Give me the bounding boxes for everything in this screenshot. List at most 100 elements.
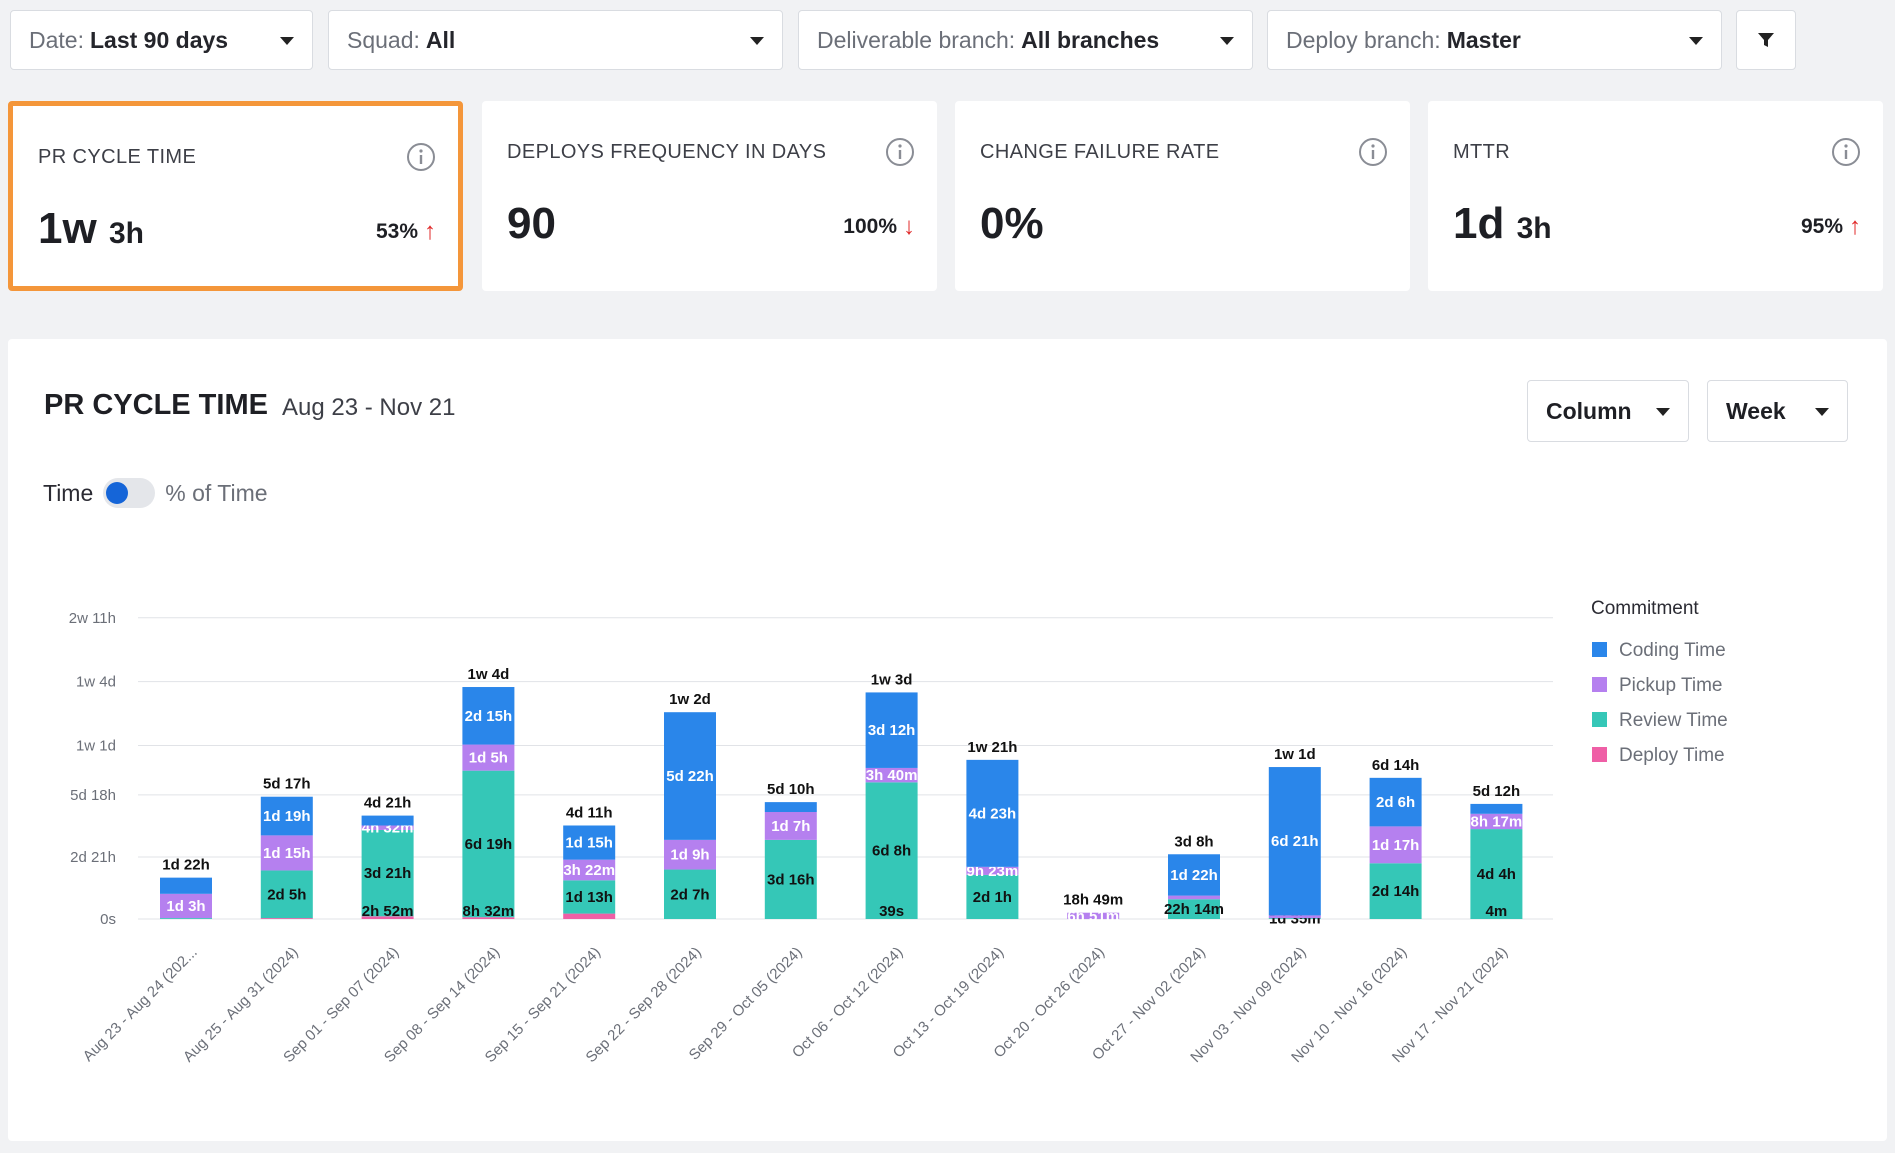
bar-segment-pickup (260, 835, 313, 871)
kpi-value: 0% (980, 199, 1044, 249)
x-tick-label: Oct 13 - Oct 19 (2024) (890, 944, 1008, 1062)
kpi-value: 1w 3h (38, 204, 144, 254)
x-tick-label: Sep 29 - Oct 05 (2024) (686, 944, 806, 1064)
x-tick-label: Aug 23 - Aug 24 (202... (80, 944, 201, 1065)
bar-segment-label: 1d 22h (1170, 867, 1218, 884)
bar-segment-deploy (462, 917, 515, 919)
filter-button[interactable] (1736, 10, 1796, 70)
pr-cycle-time-panel: PR CYCLE TIME Aug 23 - Nov 21 Column Wee… (8, 339, 1887, 1141)
bar-segment-pickup (865, 767, 918, 783)
legend-swatch-pickup (1592, 677, 1607, 692)
x-tick-label: Nov 10 - Nov 16 (2024) (1288, 944, 1410, 1066)
chevron-down-icon (280, 37, 294, 45)
legend-label-pickup: Pickup Time (1619, 675, 1722, 696)
kpi-value-sub: 3h (108, 217, 144, 250)
time-mode-toggle[interactable] (103, 478, 156, 508)
bar-segment-label: 4d 4h (1477, 866, 1516, 883)
x-tick-label: Sep 08 - Sep 14 (2024) (381, 944, 503, 1066)
bar-segment-coding (462, 687, 515, 745)
toggle-label-percent: % of Time (165, 479, 268, 506)
kpi-card-pr-cycle-time[interactable]: PR CYCLE TIME 1w 3h 53% ↑ (8, 101, 463, 291)
info-icon[interactable] (1831, 137, 1861, 167)
deploy-branch-filter-label: Deploy branch: (1286, 26, 1441, 53)
bar-segment-pickup (966, 866, 1019, 875)
x-tick-label: Sep 22 - Sep 28 (2024) (583, 944, 705, 1066)
kpi-card-change-failure-rate[interactable]: CHANGE FAILURE RATE 0% (955, 101, 1410, 291)
kpi-card-deploys-frequency[interactable]: DEPLOYS FREQUENCY IN DAYS 90 100% ↓ (482, 101, 937, 291)
deploy-branch-filter[interactable]: Deploy branch: Master (1267, 10, 1722, 70)
kpi-title: CHANGE FAILURE RATE (980, 141, 1220, 163)
bar-total-label: 5d 17h (263, 776, 311, 793)
kpi-card-mttr[interactable]: MTTR 1d 3h 95% ↑ (1428, 101, 1883, 291)
bar-segment-label: 1d 15h (263, 845, 311, 862)
chevron-down-icon (1815, 408, 1829, 416)
bar-segment-pickup (462, 744, 515, 771)
toggle-label-time: Time (43, 479, 94, 506)
bar-segment-review (1168, 899, 1220, 919)
bar-total-label: 1w 4d (468, 666, 510, 683)
bar-total-label: 4d 21h (364, 795, 412, 812)
squad-filter-value: All (425, 26, 456, 53)
bar-segment-review (664, 869, 716, 919)
bar-segment-label: 3d 12h (868, 722, 916, 739)
bar-total-label: 5d 10h (767, 781, 815, 798)
bar-segment-label: 2d 7h (670, 886, 709, 903)
x-tick-label: Sep 01 - Sep 07 (2024) (280, 944, 402, 1066)
x-tick-label: Nov 17 - Nov 21 (2024) (1389, 944, 1511, 1066)
bar-total-label: 4d 11h (566, 804, 613, 821)
x-tick-label: Nov 03 - Nov 09 (2024) (1187, 944, 1309, 1066)
kpi-delta-value: 95% (1800, 215, 1843, 238)
time-mode-toggle-row: Time % of Time (43, 478, 268, 508)
bar-segment-label: 6d 21h (1271, 833, 1319, 850)
period-select[interactable]: Week (1707, 380, 1848, 442)
bar-segment-deploy (260, 918, 313, 919)
kpi-delta-value: 100% (843, 215, 897, 238)
bar-segment-label: 1d 17h (1372, 837, 1420, 854)
date-filter[interactable]: Date: Last 90 days (10, 10, 313, 70)
bar-segment-coding (664, 712, 716, 840)
chevron-down-icon (1220, 37, 1234, 45)
bar-segment-label: 1d 3h (166, 898, 205, 915)
kpi-value: 90 (507, 199, 556, 249)
bar-segment-coding (966, 759, 1019, 867)
bar-segment-label: 3d 21h (364, 865, 412, 882)
bar-segment-label: 1d 7h (771, 818, 810, 835)
bar-segment-coding (1470, 803, 1523, 814)
bar-segment-coding (1369, 777, 1422, 827)
kpi-delta-value: 53% (375, 220, 418, 243)
bar-segment-label: 22h 14m (1164, 901, 1224, 918)
bar-segment-review (966, 874, 1019, 919)
bar-segment-label: 5d 22h (666, 768, 714, 785)
info-icon[interactable] (406, 142, 436, 172)
bar-segment-review (1369, 863, 1422, 919)
bar-segment-coding (865, 692, 918, 768)
bar-segment-label: 3d 16h (767, 871, 815, 888)
panel-title: PR CYCLE TIME (44, 389, 268, 421)
bar-segment-review (160, 918, 212, 919)
chart-type-select[interactable]: Column (1527, 380, 1689, 442)
legend-title: Commitment (1591, 598, 1699, 619)
y-tick-label: 1w 4d (76, 674, 116, 691)
bar-segment-pickup (764, 812, 817, 840)
squad-filter[interactable]: Squad: All (328, 10, 783, 70)
bar-total-label: 1w 3d (871, 671, 913, 688)
bar-segment-pickup (160, 893, 212, 919)
bar-base-label: 2h 52m (362, 903, 414, 920)
deliverable-branch-filter[interactable]: Deliverable branch: All branches (798, 10, 1253, 70)
bar-segment-coding (563, 825, 616, 860)
bar-base-label: 39s (879, 903, 904, 920)
chart-type-value: Column (1546, 397, 1632, 424)
x-tick-label: Sep 15 - Sep 21 (2024) (482, 944, 604, 1066)
bar-segment-pickup (1268, 915, 1321, 919)
arrow-up-icon: ↑ (1849, 213, 1861, 240)
bar-segment-coding (764, 802, 817, 813)
kpi-value-sub: 3h (1516, 212, 1552, 245)
bar-segment-coding (160, 877, 212, 894)
bar-segment-review (1470, 829, 1523, 919)
bar-segment-coding (1168, 854, 1220, 896)
legend-label-coding: Coding Time (1619, 640, 1726, 661)
info-icon[interactable] (1358, 137, 1388, 167)
info-icon[interactable] (885, 137, 915, 167)
kpi-delta: 100% ↓ (843, 213, 915, 241)
bar-segment-review (260, 870, 313, 919)
